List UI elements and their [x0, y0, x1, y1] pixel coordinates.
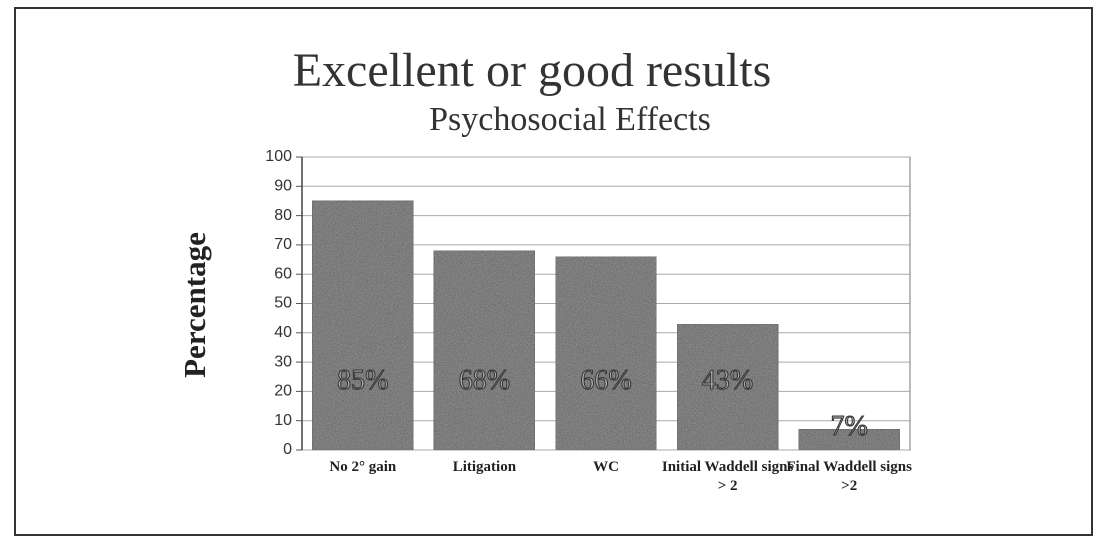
y-tick-label: 80: [274, 207, 292, 224]
x-tick-label: Final Waddell signs >2: [786, 459, 912, 494]
y-tick-label: 30: [274, 353, 292, 370]
y-tick-label: 70: [274, 236, 292, 253]
bar: [676, 323, 779, 451]
bar: [555, 256, 657, 451]
x-tick-label: WC: [593, 459, 619, 475]
bar: [311, 200, 414, 451]
data-label: 68%: [459, 365, 510, 396]
frame: [14, 7, 1093, 536]
y-tick-label: 60: [274, 265, 292, 282]
y-axis-label: Percentage: [177, 232, 212, 378]
data-label: 43%: [702, 365, 753, 396]
chart-subtitle: Psychosocial Effects: [429, 101, 711, 138]
bar: [798, 428, 901, 451]
bar: [433, 250, 536, 451]
x-tick-label: Initial Waddell signs > 2: [661, 459, 794, 494]
x-tick-label: No 2° gain: [329, 459, 397, 475]
y-tick-label: 40: [274, 324, 292, 341]
y-tick-label: 20: [274, 383, 292, 400]
y-tick-label: 10: [274, 412, 292, 429]
data-label: 66%: [580, 365, 631, 396]
y-tick-label: 0: [283, 441, 292, 458]
chart-title: Excellent or good results: [293, 44, 772, 97]
data-label: 85%: [337, 365, 388, 396]
y-tick-label: 100: [265, 148, 292, 165]
x-tick-label: Litigation: [452, 459, 517, 475]
y-tick-label: 50: [274, 295, 292, 312]
data-label: 7%: [831, 411, 868, 442]
y-tick-label: 90: [274, 178, 292, 195]
